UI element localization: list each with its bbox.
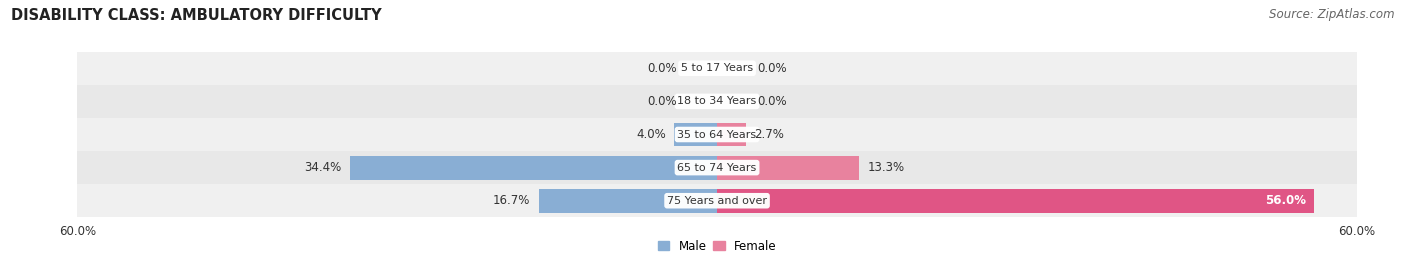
Text: 0.0%: 0.0% (758, 95, 787, 108)
Text: 65 to 74 Years: 65 to 74 Years (678, 162, 756, 173)
Text: 0.0%: 0.0% (647, 62, 676, 75)
Text: 56.0%: 56.0% (1264, 194, 1306, 207)
Text: 0.0%: 0.0% (758, 62, 787, 75)
Text: 0.0%: 0.0% (647, 95, 676, 108)
Text: Source: ZipAtlas.com: Source: ZipAtlas.com (1270, 8, 1395, 21)
Bar (77, 118, 1357, 151)
Legend: Male, Female: Male, Female (658, 240, 776, 253)
Bar (675, 123, 717, 146)
Text: 34.4%: 34.4% (305, 161, 342, 174)
Bar (717, 189, 1315, 213)
Bar (77, 85, 1357, 118)
Bar (77, 52, 1357, 85)
Text: 35 to 64 Years: 35 to 64 Years (678, 129, 756, 140)
Text: 4.0%: 4.0% (636, 128, 666, 141)
Text: 5 to 17 Years: 5 to 17 Years (681, 63, 754, 73)
Bar (77, 184, 1357, 217)
Bar (717, 156, 859, 179)
Text: 2.7%: 2.7% (755, 128, 785, 141)
Bar (350, 156, 717, 179)
Bar (538, 189, 717, 213)
Text: 16.7%: 16.7% (494, 194, 530, 207)
Bar (77, 151, 1357, 184)
Text: 75 Years and over: 75 Years and over (666, 196, 768, 206)
Bar (717, 123, 745, 146)
Text: 18 to 34 Years: 18 to 34 Years (678, 96, 756, 107)
Text: 13.3%: 13.3% (868, 161, 904, 174)
Text: DISABILITY CLASS: AMBULATORY DIFFICULTY: DISABILITY CLASS: AMBULATORY DIFFICULTY (11, 8, 382, 23)
